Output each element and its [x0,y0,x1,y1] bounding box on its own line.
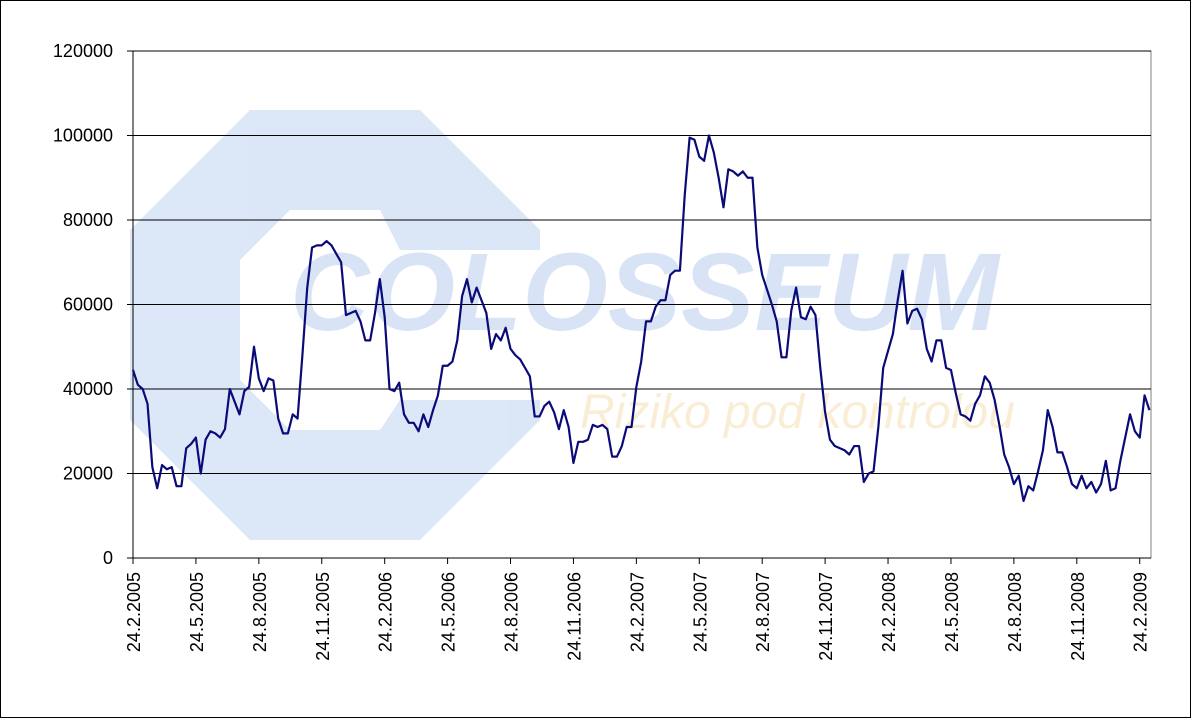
y-tick-label: 20000 [63,464,113,484]
y-tick-label: 100000 [53,126,113,146]
watermark-title: COLOSSEUM [290,231,1001,354]
y-tick-label: 120000 [53,41,113,61]
x-tick-label: 24.8.2007 [753,572,773,652]
x-tick-label: 24.2.2006 [376,572,396,652]
y-tick-label: 60000 [63,295,113,315]
x-tick-label: 24.11.2005 [313,572,333,661]
y-tick-label: 40000 [63,379,113,399]
y-tick-label: 0 [103,548,113,568]
watermark: COLOSSEUM Riziko pod kontrolou [130,110,1015,540]
x-tick-label: 24.5.2008 [942,572,962,652]
x-tick-label: 24.5.2006 [439,572,459,652]
x-tick-label: 24.11.2008 [1068,572,1088,661]
x-tick-label: 24.5.2005 [187,572,207,652]
watermark-logo [130,110,540,540]
x-tick-label: 24.8.2008 [1005,572,1025,652]
x-tick-label: 24.2.2007 [627,572,647,652]
y-tick-label: 80000 [63,210,113,230]
x-tick-label: 24.11.2007 [816,572,836,661]
x-tick-label: 24.2.2008 [879,572,899,652]
x-tick-label: 24.8.2005 [250,572,270,652]
x-tick-label: 24.5.2007 [690,572,710,652]
x-tick-label: 24.8.2006 [502,572,522,652]
x-tick-label: 24.11.2006 [564,572,584,661]
series-line [131,134,1151,503]
x-tick-label: 24.2.2009 [1131,572,1151,652]
x-tick-label: 24.2.2005 [124,572,144,652]
watermark-subtitle: Riziko pod kontrolou [580,386,1015,439]
